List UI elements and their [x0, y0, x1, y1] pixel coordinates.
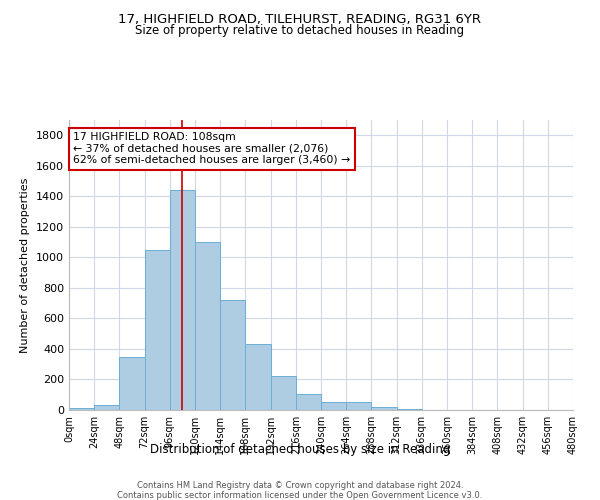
Bar: [371, 407, 397, 410]
Text: Size of property relative to detached houses in Reading: Size of property relative to detached ho…: [136, 24, 464, 37]
Y-axis label: Number of detached properties: Number of detached properties: [20, 178, 31, 352]
Bar: [321, 402, 346, 410]
Text: Contains public sector information licensed under the Open Government Licence v3: Contains public sector information licen…: [118, 491, 482, 500]
Bar: [145, 250, 170, 410]
Bar: [195, 242, 220, 410]
Bar: [296, 394, 321, 410]
Bar: [220, 300, 245, 410]
Bar: [69, 408, 94, 410]
Text: Contains HM Land Registry data © Crown copyright and database right 2024.: Contains HM Land Registry data © Crown c…: [137, 481, 463, 490]
Text: Distribution of detached houses by size in Reading: Distribution of detached houses by size …: [150, 442, 450, 456]
Bar: [245, 344, 271, 410]
Bar: [397, 409, 422, 410]
Bar: [119, 356, 145, 410]
Bar: [271, 376, 296, 410]
Text: 17 HIGHFIELD ROAD: 108sqm
← 37% of detached houses are smaller (2,076)
62% of se: 17 HIGHFIELD ROAD: 108sqm ← 37% of detac…: [73, 132, 350, 166]
Bar: [346, 402, 371, 410]
Bar: [94, 406, 119, 410]
Bar: [170, 190, 195, 410]
Text: 17, HIGHFIELD ROAD, TILEHURST, READING, RG31 6YR: 17, HIGHFIELD ROAD, TILEHURST, READING, …: [119, 12, 482, 26]
